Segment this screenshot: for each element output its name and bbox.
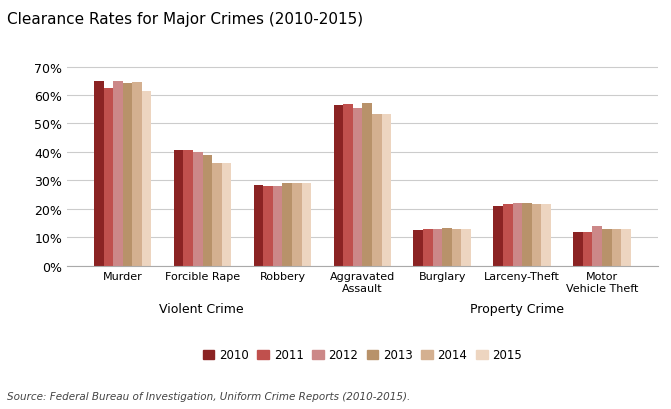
Bar: [573, 232, 583, 266]
Bar: [583, 232, 592, 266]
Bar: [254, 186, 263, 266]
Bar: [123, 84, 132, 266]
Bar: [174, 151, 183, 266]
Bar: [212, 164, 221, 266]
Bar: [541, 204, 551, 266]
Bar: [442, 229, 452, 266]
Bar: [522, 203, 531, 266]
Bar: [333, 106, 343, 266]
Bar: [302, 184, 311, 266]
Bar: [382, 115, 391, 266]
Bar: [493, 206, 503, 266]
Bar: [94, 82, 103, 266]
Bar: [423, 230, 433, 266]
Bar: [273, 187, 282, 266]
Bar: [183, 151, 193, 266]
Bar: [142, 92, 152, 266]
Bar: [413, 231, 423, 266]
Bar: [221, 164, 231, 266]
Legend: 2010, 2011, 2012, 2013, 2014, 2015: 2010, 2011, 2012, 2013, 2014, 2015: [198, 344, 527, 366]
Text: Property Crime: Property Crime: [470, 303, 564, 316]
Bar: [103, 89, 113, 266]
Bar: [592, 226, 602, 266]
Text: Source: Federal Bureau of Investigation, Uniform Crime Reports (2010-2015).: Source: Federal Bureau of Investigation,…: [7, 391, 410, 401]
Bar: [362, 104, 372, 266]
Text: Violent Crime: Violent Crime: [159, 303, 244, 316]
Bar: [602, 229, 611, 266]
Bar: [193, 153, 203, 266]
Bar: [132, 83, 142, 266]
Bar: [503, 205, 513, 266]
Bar: [611, 229, 621, 266]
Bar: [462, 229, 471, 266]
Bar: [531, 204, 541, 266]
Bar: [621, 229, 631, 266]
Bar: [203, 155, 212, 266]
Bar: [513, 204, 522, 266]
Bar: [263, 187, 273, 266]
Bar: [452, 229, 462, 266]
Bar: [433, 230, 442, 266]
Bar: [113, 82, 123, 266]
Bar: [353, 109, 362, 266]
Bar: [372, 115, 382, 266]
Bar: [282, 184, 292, 266]
Text: Clearance Rates for Major Crimes (2010-2015): Clearance Rates for Major Crimes (2010-2…: [7, 12, 363, 27]
Bar: [343, 104, 353, 266]
Bar: [292, 184, 302, 266]
